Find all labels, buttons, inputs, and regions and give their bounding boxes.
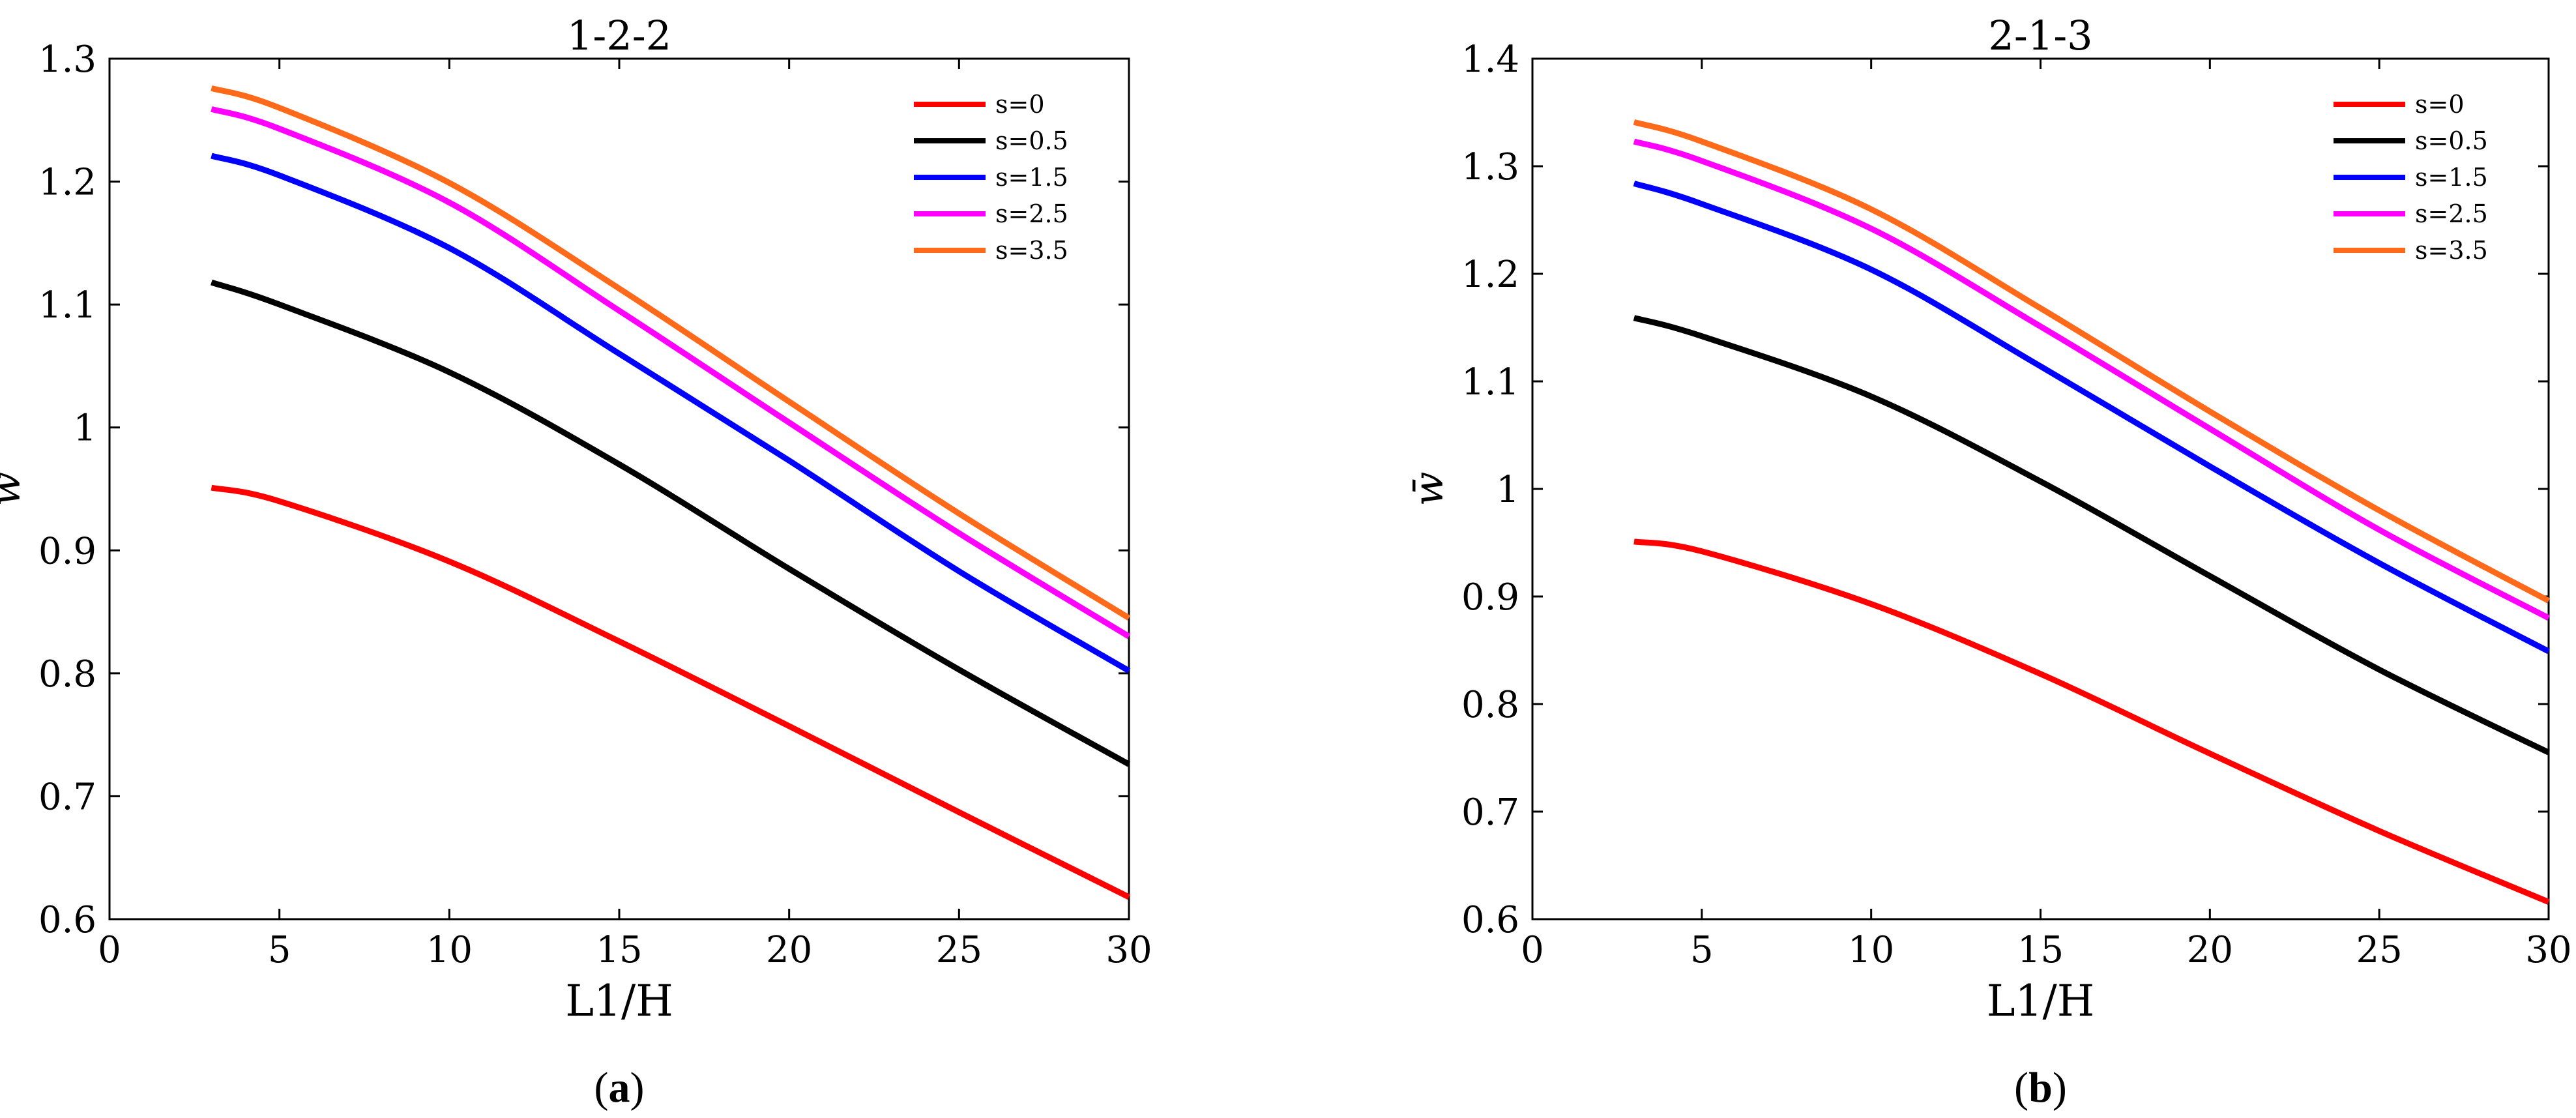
y-tick-label: 1.2: [1461, 254, 1519, 296]
panel-label-close: ): [2053, 1064, 2067, 1111]
y-tick-label: 1: [1496, 469, 1519, 511]
y-tick-label: 0.7: [38, 776, 96, 818]
x-tick-label: 30: [2525, 929, 2571, 971]
axes-box: [108, 57, 1130, 920]
x-tick-label: 10: [1848, 929, 1894, 971]
series-line-s=0: [1633, 538, 2550, 905]
y-tick-label: 0.6: [1461, 899, 1519, 941]
legend-entry-label: s=0.5: [995, 126, 1068, 155]
y-tick-label: 0.6: [38, 899, 96, 941]
y-tick-label: 0.7: [1461, 791, 1519, 834]
series-line-s=2.5: [211, 106, 1131, 640]
legend: s=0 s=0.5 s=1.5 s=2.5 s=3.5: [914, 90, 1068, 265]
legend-entry-label: s=2.5: [2415, 199, 2488, 228]
y-tick-label: 1.1: [38, 284, 96, 327]
series-line-s=0.5: [210, 279, 1131, 767]
series-line-s=3.5: [1633, 119, 2551, 604]
y-tick-label: 0.8: [38, 653, 96, 696]
series-line-s=2.5: [1633, 138, 2551, 621]
y-tick-label: 1.2: [38, 162, 96, 204]
y-tick-label: 1: [73, 407, 96, 450]
series-line-s=0: [211, 484, 1131, 900]
x-tick-label: 5: [268, 929, 291, 971]
chart-title: 1-2-2: [567, 12, 671, 59]
chart-panel-b: 0 5 10 15 20 25 30 0.6 0.7 0.8 0.9 1 1.1 1.2 1.3 1.4 2-1…: [1405, 12, 2572, 1111]
legend-entry-label: s=1.5: [995, 163, 1068, 192]
y-tick-label: 1.4: [1461, 38, 1519, 81]
series-line-s=0.5: [1633, 315, 2550, 756]
legend-entry-label: s=2.5: [995, 199, 1068, 228]
y-tick-label: 0.9: [1461, 576, 1519, 619]
x-tick-label: 15: [596, 929, 642, 971]
series-line-s=3.5: [211, 85, 1131, 621]
legend-entry-label: s=3.5: [995, 236, 1068, 265]
panel-label: (b): [2014, 1064, 2067, 1111]
panel-label-letter: a: [609, 1064, 630, 1111]
y-tick-label: 0.8: [1461, 684, 1519, 726]
legend-entry-label: s=0: [2415, 90, 2465, 119]
x-tick-label: 0: [98, 929, 121, 971]
x-tick-label: 25: [2356, 929, 2403, 971]
x-tick-label: 20: [766, 929, 812, 971]
x-tick-label: 5: [1690, 929, 1714, 971]
axes-box: [1531, 57, 2550, 920]
y-tick-label: 1.3: [38, 38, 96, 81]
legend-entry-label: s=0.5: [2415, 126, 2488, 155]
legend-entry-label: s=0: [995, 90, 1045, 119]
x-tick-label: 15: [2017, 929, 2064, 971]
chart-panel-a: 0 5 10 15 20 25 30 0.6 0.7 0.8 0.9 1 1.1 1.2 1.3 1-2-2 L…: [0, 12, 1152, 1111]
legend-entry-label: s=1.5: [2415, 163, 2488, 192]
x-tick-label: 20: [2187, 929, 2233, 971]
x-tick-label: 25: [936, 929, 982, 971]
series-line-s=1.5: [211, 153, 1131, 673]
chart-title: 2-1-3: [1988, 12, 2092, 59]
x-tick-label: 30: [1105, 929, 1152, 971]
series-line-s=1.5: [1633, 181, 2551, 655]
x-tick-label: 0: [1521, 929, 1544, 971]
y-axis-label: w̄: [0, 471, 29, 506]
panel-label: (a): [594, 1064, 645, 1111]
panel-label-letter: b: [2028, 1064, 2053, 1111]
legend-entry-label: s=3.5: [2415, 236, 2488, 265]
y-tick-label: 1.1: [1461, 361, 1519, 404]
y-tick-label: 1.3: [1461, 146, 1519, 188]
y-axis-label: w̄: [1405, 471, 1452, 506]
panel-label-close: ): [630, 1064, 645, 1111]
panel-label-open: (: [2014, 1064, 2028, 1111]
x-tick-label: 10: [426, 929, 473, 971]
panel-label-open: (: [594, 1064, 609, 1111]
legend: s=0 s=0.5 s=1.5 s=2.5 s=3.5: [2334, 90, 2488, 265]
x-axis-label: L1/H: [1987, 976, 2095, 1026]
y-tick-label: 0.9: [38, 530, 96, 572]
x-axis-label: L1/H: [565, 976, 673, 1026]
